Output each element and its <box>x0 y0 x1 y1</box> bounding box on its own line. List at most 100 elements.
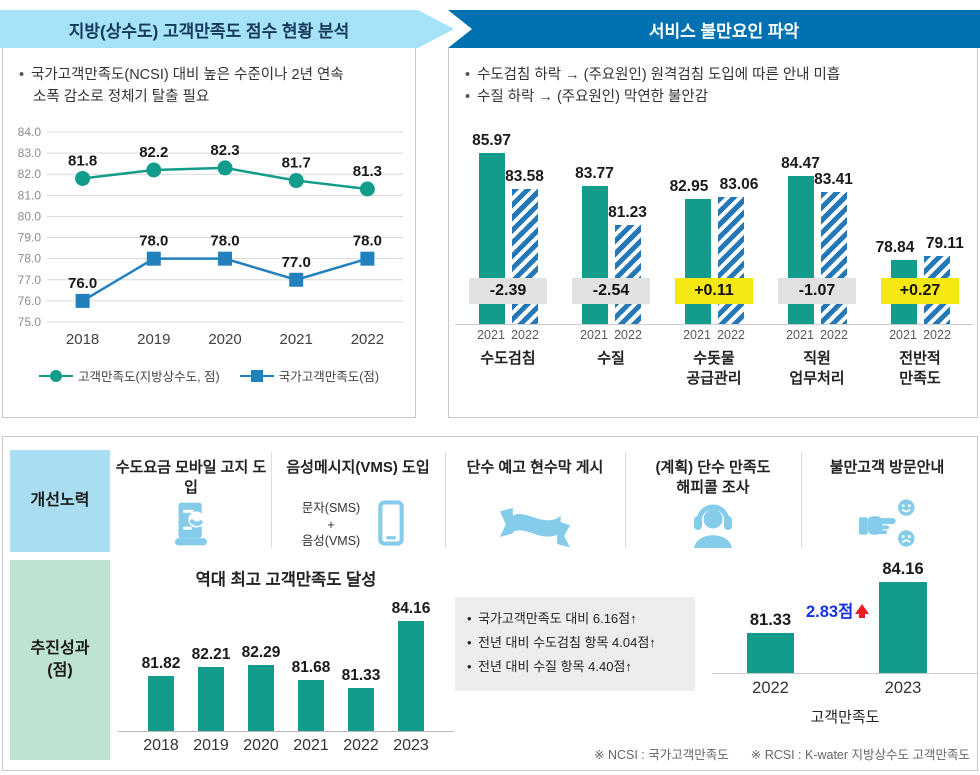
bar-value-label: 78.84 <box>875 239 915 256</box>
group-chart-baseline <box>455 324 973 325</box>
svg-text:78.0: 78.0 <box>353 233 382 250</box>
bullet-text: 수질 하락 → (주요원인) 막연한 불안감 <box>477 86 708 108</box>
bar-holder: 81.23 <box>608 118 647 324</box>
svg-text:81.0: 81.0 <box>18 188 42 202</box>
bullet-item: • 수질 하락 → (주요원인) 막연한 불안감 <box>465 86 967 108</box>
bullet-line: 수도검침 하락 → (주요원인) 원격검침 도입에 따른 안내 미흡 <box>477 67 841 83</box>
improve-item-title: 불만고객 방문안내 <box>802 450 972 496</box>
diff-badge: +0.11 <box>675 278 753 304</box>
improve-item: 불만고객 방문안내 <box>802 450 972 554</box>
improve-title-line: 단수 예고 현수막 게시 <box>466 459 604 476</box>
bullet-line: 수질 하락 → (주요원인) 막연한 불안감 <box>477 89 709 106</box>
svg-text:77.0: 77.0 <box>18 273 42 287</box>
bar-holder: 81.82 <box>139 594 183 731</box>
banner-arrow-icon <box>418 10 454 48</box>
category-line: 직원 <box>803 350 831 367</box>
year-label: 2022 <box>343 737 379 754</box>
bar-year-labels: 2021 2022 <box>871 328 969 342</box>
category-line: 수도검침 <box>480 350 536 367</box>
bar-year-labels: 2021 2022 <box>768 328 866 342</box>
improve-title-line: (계획) 단수 만족도 <box>655 459 771 476</box>
bullet-item: • 국가고객만족도(NCSI) 대비 높은 수준이나 2년 연속 소폭 감소로 정체… <box>19 64 405 109</box>
year-label: 2021 <box>580 328 608 342</box>
result-label-line: (점) <box>47 662 73 679</box>
left-banner-title: 지방(상수도) 고객만족도 점수 현황 분석 <box>68 21 350 41</box>
year-label: 2020 <box>243 737 279 754</box>
column-divider <box>445 452 446 548</box>
bullet-dot: • <box>467 659 472 675</box>
hand-faces-icon <box>857 496 917 555</box>
bar-value-label: 83.41 <box>814 171 853 188</box>
improve-item: 수도요금 모바일 고지 도입 <box>112 450 270 554</box>
bar <box>298 680 324 731</box>
bullet-dot: • <box>465 89 471 106</box>
column-divider <box>271 452 272 548</box>
bar-2022 <box>820 192 847 324</box>
subtitle-line: 음성(VMS) <box>301 534 361 549</box>
bar-value-label: 84.47 <box>781 155 820 172</box>
left-banner: 지방(상수도) 고객만족도 점수 현황 분석 <box>0 10 418 48</box>
svg-text:82.0: 82.0 <box>18 167 42 181</box>
bar-group: 85.97 83.58 -2.39 2021 2022 수도검침 <box>459 118 557 388</box>
bar-group: 84.47 83.41 -1.07 2021 2022 직원 업무처리 <box>768 118 866 388</box>
bar-category-label: 직원 업무처리 <box>768 349 866 388</box>
improve-item-icon-area <box>802 496 972 554</box>
line-chart-svg: 75.0 76.0 77.0 78.0 79.0 80.0 81.0 82.0 83.0 84.0… <box>18 125 403 348</box>
result-row-label-text: 추진성과 (점) <box>31 638 90 681</box>
bar <box>248 665 274 731</box>
bar-group: 82.95 83.06 +0.11 2021 2022 수돗물 공급관리 <box>665 118 763 388</box>
bar-year-labels: 2021 2022 <box>562 328 660 342</box>
category-line: 수돗물 <box>693 350 735 367</box>
year-label: 2021 <box>786 328 814 342</box>
note-line: • 전년 대비 수질 항목 4.40점↑ <box>467 655 683 679</box>
result-note-box: • 국가고객만족도 대비 6.16점↑ • 전년 대비 수도검침 항목 4.04점↑ •… <box>455 597 695 691</box>
bullet-text: 수도검침 하락 → (주요원인) 원격검침 도입에 따른 안내 미흡 <box>477 64 840 86</box>
left-panel: • 국가고객만족도(NCSI) 대비 높은 수준이나 2년 연속 소폭 감소로 정체… <box>2 48 416 418</box>
legend-item: 고객만족도(지방상수도, 점) <box>38 366 220 385</box>
bar-value-label: 81.68 <box>291 659 331 676</box>
bar-category-label: 수질 <box>562 349 660 369</box>
bullet-dot: • <box>19 67 25 83</box>
improve-item-icon-area <box>112 497 270 555</box>
bar-holder: 82.21 <box>189 594 233 731</box>
result-chart-bars: 81.82 82.21 82.29 81.68 81.33 84.16 <box>118 594 454 732</box>
year-label: 2018 <box>143 737 179 754</box>
legend-item: 국가고객만족도(점) <box>239 366 379 385</box>
note-text: 전년 대비 수질 항목 4.40점↑ <box>478 659 632 675</box>
bar-year-labels: 2021 2022 <box>459 328 557 342</box>
bar <box>198 667 224 731</box>
bullet-dot: • <box>467 611 472 626</box>
svg-text:76.0: 76.0 <box>68 275 97 292</box>
mobile-bill-icon <box>166 498 216 555</box>
bar-value-label: 83.58 <box>505 168 544 185</box>
diff-badge: -2.39 <box>469 278 547 304</box>
note-line: • 전년 대비 수도검침 항목 4.04점↑ <box>467 631 683 655</box>
improve-row-label: 개선노력 <box>10 450 110 552</box>
bar-value-label: 84.16 <box>391 600 431 617</box>
bullet-line: 소폭 감소로 정체기 탈출 필요 <box>33 89 210 106</box>
bullet-item: • 수도검침 하락 → (주요원인) 원격검침 도입에 따른 안내 미흡 <box>465 64 967 86</box>
up-arrow-icon <box>855 604 870 618</box>
category-line: 만족도 <box>899 369 941 387</box>
year-label: 2021 <box>477 328 505 342</box>
diff-badge: +0.27 <box>881 278 959 304</box>
improve-title-line: 해피콜 조사 <box>676 478 750 496</box>
bar-2021 <box>684 199 711 324</box>
year-label: 2021 <box>889 328 917 342</box>
smartphone-icon <box>368 495 414 556</box>
svg-text:2019: 2019 <box>137 331 170 348</box>
improve-title-line: 음성메시지(VMS) 도입 <box>286 459 430 476</box>
bar-value-label: 81.23 <box>608 204 647 221</box>
banner-icon <box>496 495 574 556</box>
year-label: 2022 <box>614 328 642 342</box>
bar-value-label: 79.11 <box>925 235 964 252</box>
delta-text: 2.83점 <box>806 603 854 621</box>
mini-chart-xlabel: 고객만족도 <box>810 709 880 726</box>
bar <box>747 633 794 673</box>
square-legend-marker-icon <box>239 369 274 382</box>
category-line: 전반적 <box>899 350 941 367</box>
bar-value-label: 83.06 <box>719 176 759 193</box>
bar-holder: 84.16 <box>389 594 433 731</box>
improve-item-icon-area <box>626 497 800 555</box>
